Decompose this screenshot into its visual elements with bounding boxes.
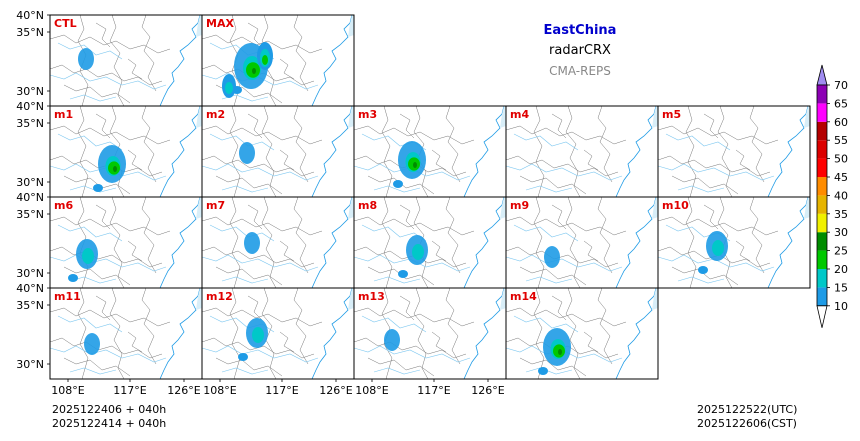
lat-tick-label: 35°N — [16, 208, 44, 221]
panel-label: m6 — [54, 199, 73, 212]
map-panel-m8: m8 — [353, 196, 507, 289]
colorbar-segment — [817, 140, 827, 159]
colorbar-tick-label: 70 — [834, 79, 848, 92]
lon-tick-label: 117°E — [113, 384, 146, 397]
map-panel-m11: m11 — [49, 287, 203, 380]
panel-label: m2 — [206, 108, 225, 121]
colorbar-tick-label: 30 — [834, 226, 848, 239]
panel-label: MAX — [206, 17, 234, 30]
panel-label: m12 — [206, 290, 233, 303]
colorbar-segment — [817, 177, 827, 196]
lon-tick-label: 108°E — [51, 384, 84, 397]
region-title: EastChina — [543, 23, 617, 38]
colorbar-tick-label: 20 — [834, 263, 848, 276]
lat-tick-label: 40°N — [16, 100, 44, 113]
colorbar-segment — [817, 103, 827, 122]
map-panel-m1: m1 — [49, 105, 203, 198]
model-title: CMA-REPS — [549, 64, 611, 78]
map-panel-m3: m3 — [353, 105, 507, 198]
panel-label: m1 — [54, 108, 73, 121]
panel-label: m9 — [510, 199, 529, 212]
colorbar-tick-label: 15 — [834, 281, 848, 294]
panel-label: m11 — [54, 290, 81, 303]
map-panel-m5: m5 — [657, 105, 811, 198]
colorbar-under-arrow — [816, 305, 828, 328]
lat-tick-label: 30°N — [16, 358, 44, 371]
colorbar-tick-label: 35 — [834, 208, 848, 221]
lat-tick-label: 35°N — [16, 26, 44, 39]
map-panel-max: MAX — [201, 14, 355, 107]
colorbar-segment — [817, 250, 827, 269]
lon-tick-label: 108°E — [355, 384, 388, 397]
colorbar-tick-label: 50 — [834, 153, 848, 166]
map-panel-m7: m7 — [201, 196, 355, 289]
panel-label: m8 — [358, 199, 377, 212]
lat-tick-label: 40°N — [16, 191, 44, 204]
colorbar-tick-label: 55 — [834, 134, 848, 147]
lat-tick-label: 35°N — [16, 117, 44, 130]
init-time-utc: 2025122406 + 040h — [52, 403, 167, 416]
variable-title: radarCRX — [549, 43, 611, 58]
colorbar-segment — [817, 213, 827, 233]
panel-label: m7 — [206, 199, 225, 212]
map-panel-m13: m13 — [353, 287, 507, 380]
lon-tick-label: 108°E — [203, 384, 236, 397]
lat-tick-label: 30°N — [16, 176, 44, 189]
panel-label: CTL — [54, 17, 77, 30]
valid-time-cst: 2025122606(CST) — [697, 417, 797, 430]
map-panel-m12: m12 — [201, 287, 355, 380]
colorbar-segment — [817, 158, 827, 177]
panel-label: m4 — [510, 108, 529, 121]
colorbar-segment — [817, 85, 827, 104]
map-panel-m9: m9 — [505, 196, 659, 289]
colorbar-segment — [817, 269, 827, 288]
colorbar-tick-label: 60 — [834, 116, 848, 129]
lat-tick-label: 30°N — [16, 85, 44, 98]
lon-tick-label: 126°E — [167, 384, 200, 397]
map-panel-m2: m2 — [201, 105, 355, 198]
colorbar-tick-label: 10 — [834, 300, 848, 313]
lat-tick-label: 35°N — [16, 299, 44, 312]
lon-tick-label: 117°E — [417, 384, 450, 397]
valid-time-utc: 2025122522(UTC) — [697, 403, 798, 416]
colorbar-tick-label: 65 — [834, 97, 848, 110]
colorbar-segment — [817, 287, 827, 306]
map-panel-ctl: CTL — [49, 14, 203, 107]
lon-tick-label: 126°E — [319, 384, 352, 397]
lat-tick-label: 30°N — [16, 267, 44, 280]
panel-label: m13 — [358, 290, 385, 303]
lat-tick-label: 40°N — [16, 282, 44, 295]
map-panel-m14: m14 — [505, 287, 659, 380]
colorbar-over-arrow — [816, 64, 828, 86]
colorbar-segment — [817, 121, 827, 141]
panel-label: m3 — [358, 108, 377, 121]
lon-tick-label: 126°E — [471, 384, 504, 397]
colorbar-tick-label: 45 — [834, 171, 848, 184]
colorbar-tick-label: 25 — [834, 245, 848, 258]
colorbar-tick-label: 40 — [834, 189, 848, 202]
map-panel-m10: m10 — [657, 196, 811, 289]
panel-label: m14 — [510, 290, 537, 303]
lat-tick-label: 40°N — [16, 9, 44, 22]
lon-tick-label: 117°E — [265, 384, 298, 397]
init-time-cst: 2025122414 + 040h — [52, 417, 167, 430]
map-panel-m6: m6 — [49, 196, 203, 289]
colorbar-segment — [817, 232, 827, 251]
panel-label: m5 — [662, 108, 681, 121]
map-panel-m4: m4 — [505, 105, 659, 198]
colorbar-segment — [817, 195, 827, 214]
panel-label: m10 — [662, 199, 689, 212]
